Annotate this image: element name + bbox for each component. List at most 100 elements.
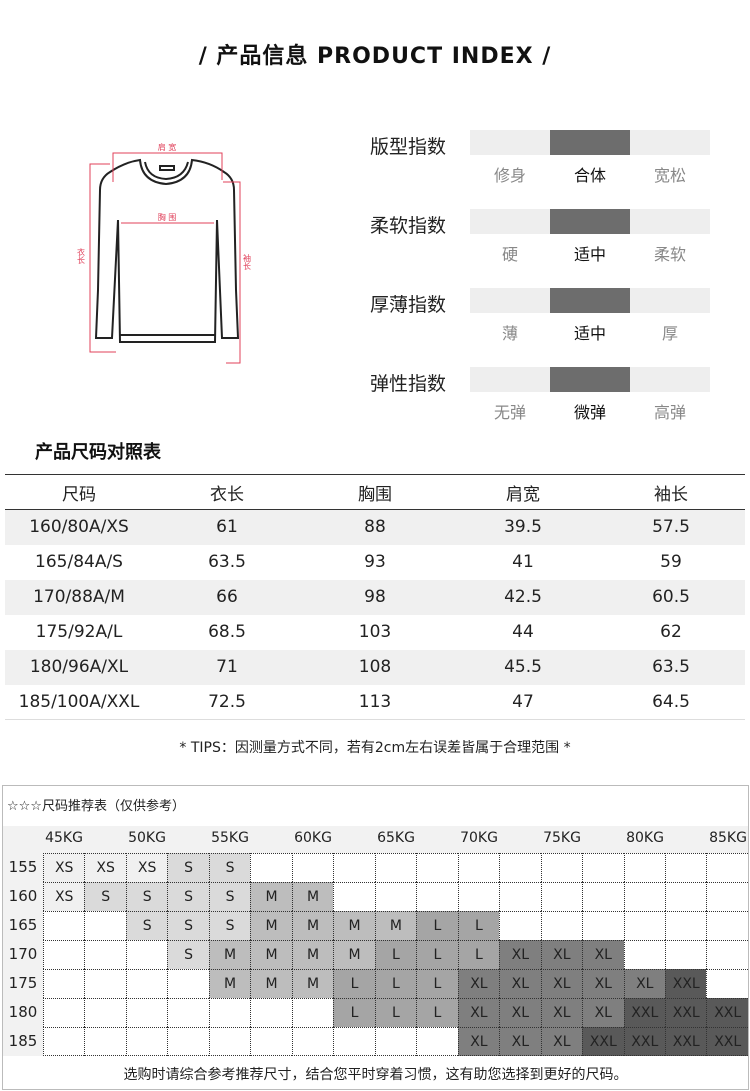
table-cell: 180/96A/XL: [29, 657, 129, 677]
index-row: 厚薄指数薄 适中 厚: [370, 288, 715, 350]
size-cell: XL: [540, 1027, 583, 1056]
size-cell: M: [291, 882, 334, 911]
size-cell: [42, 911, 85, 940]
page-title: / 产品信息 PRODUCT INDEX /: [198, 44, 552, 69]
size-cell: L: [416, 940, 458, 969]
table-cell: 165/84A/S: [35, 552, 123, 572]
size-cell: [125, 998, 168, 1027]
height-row: 155 XS XS XS S S: [3, 853, 748, 882]
size-cell: [623, 882, 665, 911]
table-cell: 98: [364, 587, 386, 607]
size-cell: [291, 1027, 334, 1056]
index-label: 厚薄指数: [370, 294, 447, 316]
index-label: 版型指数: [370, 136, 447, 158]
size-cell: [623, 940, 665, 969]
sleeve-label: 袖长: [243, 253, 252, 271]
size-cell: M: [291, 911, 334, 940]
size-cell: [499, 882, 541, 911]
size-cell: [499, 853, 541, 882]
index-bar-segment: [630, 288, 710, 313]
col-header: 胸围: [358, 484, 392, 505]
size-cell: [499, 911, 541, 940]
size-cell: M: [250, 940, 292, 969]
index-bar-segment: [470, 367, 550, 392]
index-option: 高弹: [653, 403, 686, 422]
size-cell: [250, 1027, 292, 1056]
index-bar-segment: [630, 130, 710, 155]
size-cell: M: [374, 911, 417, 940]
size-cell: [42, 940, 85, 969]
weight-label: 55KG: [211, 830, 249, 846]
height-label: 175: [3, 969, 43, 998]
size-cell: [125, 940, 168, 969]
size-cell: M: [250, 969, 292, 998]
size-cell: [706, 940, 748, 969]
size-cell: L: [374, 940, 417, 969]
table-cell: 175/92A/L: [35, 622, 123, 642]
table-cell: 64.5: [652, 691, 690, 712]
size-cell: M: [208, 940, 251, 969]
size-cell: [706, 911, 748, 940]
size-cell: [374, 1027, 417, 1056]
size-cell: [291, 853, 334, 882]
size-cell: L: [416, 998, 458, 1027]
table-cell: 185/100A/XXL: [18, 691, 140, 712]
size-cell: [42, 969, 85, 998]
size-cell: XL: [582, 969, 624, 998]
size-cell: [125, 969, 168, 998]
index-row: 版型指数 修身 合体 宽松: [370, 130, 715, 192]
size-cell: XL: [582, 940, 624, 969]
size-cell: XS: [125, 853, 168, 882]
table-cell: 63.5: [652, 657, 690, 677]
size-cell: L: [374, 969, 417, 998]
size-cell: [84, 940, 126, 969]
size-cell: XL: [623, 969, 665, 998]
size-cell: S: [125, 911, 168, 940]
table-cell: 60.5: [652, 587, 690, 607]
size-cell: [416, 853, 458, 882]
size-cell: XL: [499, 969, 541, 998]
size-cell: S: [167, 911, 209, 940]
size-cell: S: [208, 911, 251, 940]
size-cell: XXL: [623, 998, 665, 1027]
size-cell: XL: [540, 940, 583, 969]
size-cell: [125, 1027, 168, 1056]
table-cell: 61: [216, 517, 238, 538]
index-bar-segment: [630, 367, 710, 392]
table-cell: 57.5: [652, 517, 690, 538]
index-option: 宽松: [653, 166, 686, 185]
size-cell: [291, 998, 334, 1027]
weight-label: 75KG: [543, 830, 581, 846]
weight-label: 85KG: [709, 830, 747, 846]
height-row: 185 XL XL XL XXL XXL XXL XXL: [3, 1027, 748, 1056]
index-bar: [470, 209, 710, 234]
size-cell: [374, 882, 417, 911]
tips-text: * TIPS：因测量方式不同，若有2cm左右误差皆属于合理范围 *: [179, 740, 571, 756]
size-cell: [250, 998, 292, 1027]
size-cell: S: [125, 882, 168, 911]
size-cell: [416, 882, 458, 911]
size-cell: [84, 998, 126, 1027]
index-bar: [470, 367, 710, 392]
weight-label: 50KG: [128, 830, 166, 846]
table-cell: 170/88A/M: [33, 587, 125, 607]
size-cell: XL: [457, 998, 500, 1027]
table-cell: 62: [660, 622, 682, 642]
height-row: 165 S S S M M M M L L: [3, 911, 748, 940]
size-cell: XXL: [665, 998, 707, 1027]
table-cell: 44: [512, 622, 534, 642]
size-cell: [623, 853, 665, 882]
size-cell: [665, 882, 707, 911]
size-cell: [250, 853, 292, 882]
size-cell: [84, 969, 126, 998]
size-cell: [665, 940, 707, 969]
height-row: 180 L L L XL XL XL XL XXL XXL XXL: [3, 998, 748, 1027]
size-cell: XL: [499, 998, 541, 1027]
size-cell: XL: [499, 1027, 541, 1056]
size-cell: XL: [540, 998, 583, 1027]
recommend-title: ☆☆☆尺码推荐表（仅供参考）: [7, 799, 185, 814]
height-row: 170 S M M M M L L L XL XL XL: [3, 940, 748, 969]
weight-label: 60KG: [294, 830, 332, 846]
weight-label: 70KG: [460, 830, 498, 846]
size-cell: M: [250, 882, 292, 911]
